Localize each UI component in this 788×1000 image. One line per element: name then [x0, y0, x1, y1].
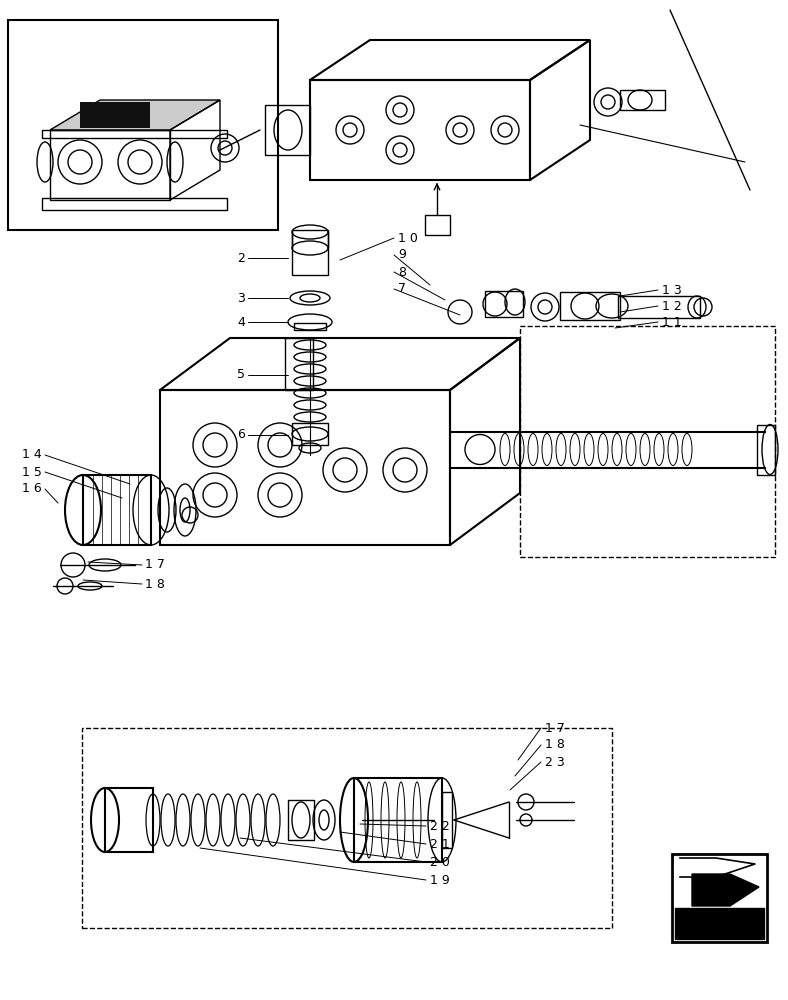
Polygon shape — [675, 857, 764, 939]
Text: 1 4: 1 4 — [22, 448, 42, 462]
Text: 9: 9 — [398, 248, 406, 261]
Text: 4: 4 — [237, 316, 245, 328]
Bar — [285, 338, 313, 390]
Text: 8: 8 — [398, 265, 406, 278]
Text: 1 3: 1 3 — [662, 284, 682, 296]
Text: 1 7: 1 7 — [145, 558, 165, 572]
Bar — [160, 390, 450, 545]
Bar — [83, 475, 151, 545]
Text: 2: 2 — [237, 251, 245, 264]
Text: 1 0: 1 0 — [398, 232, 418, 244]
Text: 6: 6 — [237, 428, 245, 442]
Text: 1 6: 1 6 — [22, 483, 42, 495]
Text: 1 8: 1 8 — [545, 738, 565, 752]
Text: 3: 3 — [237, 292, 245, 304]
Bar — [442, 792, 452, 848]
Bar — [310, 80, 530, 180]
Bar — [757, 424, 775, 475]
Bar — [425, 215, 450, 235]
Bar — [288, 800, 314, 840]
Bar — [294, 323, 326, 330]
Text: 1 9: 1 9 — [430, 874, 450, 886]
Polygon shape — [50, 100, 220, 130]
Text: 2 1: 2 1 — [430, 838, 450, 850]
Bar — [42, 198, 227, 210]
Polygon shape — [692, 874, 759, 906]
Bar — [354, 778, 442, 862]
Bar — [618, 296, 700, 318]
Bar — [292, 230, 328, 275]
Bar — [672, 854, 767, 942]
Text: 2 2: 2 2 — [430, 820, 450, 832]
Text: 2 0: 2 0 — [430, 856, 450, 868]
Polygon shape — [675, 908, 764, 939]
Text: 5: 5 — [237, 368, 245, 381]
Bar — [105, 788, 153, 852]
Bar — [80, 102, 150, 128]
Bar — [620, 90, 665, 110]
Bar — [520, 326, 775, 557]
Text: 1 2: 1 2 — [662, 300, 682, 312]
Text: 7: 7 — [398, 282, 406, 296]
Bar — [292, 423, 328, 445]
Text: 1 1: 1 1 — [662, 316, 682, 328]
Bar — [265, 105, 310, 155]
Text: 2 3: 2 3 — [545, 756, 565, 768]
Bar — [8, 20, 278, 230]
Bar — [82, 728, 612, 928]
Bar — [485, 291, 523, 317]
Text: 1 5: 1 5 — [22, 466, 42, 479]
Bar — [560, 292, 620, 320]
Text: 1 8: 1 8 — [145, 578, 165, 590]
Bar — [42, 130, 227, 138]
Text: 1 7: 1 7 — [545, 722, 565, 734]
